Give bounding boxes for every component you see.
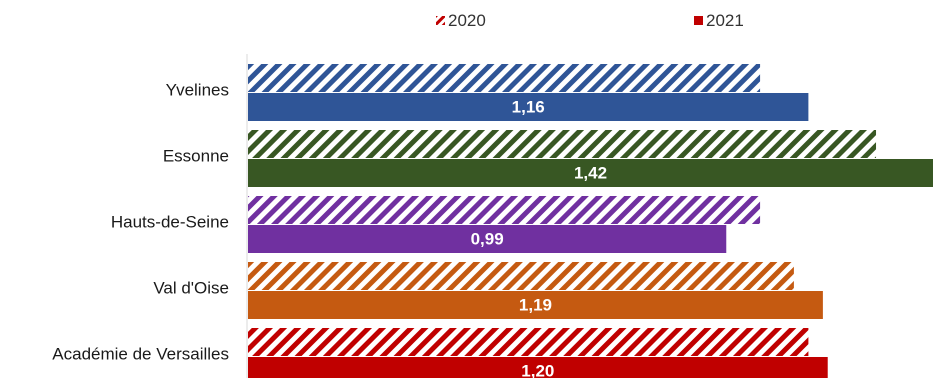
legend-swatch-2021 <box>694 16 703 25</box>
bar-2020-val-d-oise <box>248 262 794 290</box>
bar-2020-yvelines <box>248 64 761 92</box>
category-label-val-d-oise: Val d'Oise <box>153 278 229 297</box>
bar-2021-yvelines <box>248 93 809 121</box>
category-label-academie-de-versailles: Académie de Versailles <box>52 344 229 363</box>
legend-swatch-2020 <box>436 16 445 25</box>
bar-2021-hauts-de-seine <box>248 225 727 253</box>
bar-2021-academie-de-versailles <box>248 357 828 378</box>
data-label-2021-val-d-oise: 1,19 <box>519 295 552 314</box>
legend: 2020 2021 <box>436 11 744 30</box>
data-label-2021-academie-de-versailles: 1,20 <box>521 361 554 378</box>
bar-2020-academie-de-versailles <box>248 328 809 356</box>
bars: 1,16 1,42 0,99 1,19 1,20 <box>248 64 933 378</box>
category-label-essonne: Essonne <box>163 146 229 165</box>
category-axis: Yvelines Essonne Hauts-de-Seine Val d'Oise A… <box>52 54 248 378</box>
legend-label-2021: 2021 <box>706 11 744 30</box>
data-label-2021-hauts-de-seine: 0,99 <box>471 229 504 248</box>
category-label-hauts-de-seine: Hauts-de-Seine <box>111 212 229 231</box>
legend-item-2020: 2020 <box>436 11 486 30</box>
category-label-yvelines: Yvelines <box>166 80 229 99</box>
bar-2021-val-d-oise <box>248 291 823 319</box>
bar-2020-hauts-de-seine <box>248 196 761 224</box>
data-label-2021-essonne: 1,42 <box>574 163 607 182</box>
bar-2020-essonne <box>248 130 877 158</box>
legend-item-2021: 2021 <box>694 11 744 30</box>
bar-2021-essonne <box>248 159 933 187</box>
legend-label-2020: 2020 <box>448 11 486 30</box>
data-label-2021-yvelines: 1,16 <box>512 97 545 116</box>
